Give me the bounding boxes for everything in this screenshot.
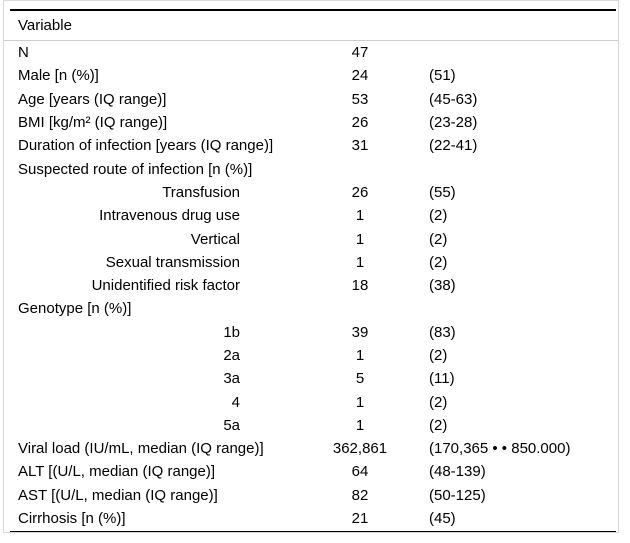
row-count-value: 362,861 xyxy=(332,440,388,458)
row-label: AST [(U/L, median (IQ range)] xyxy=(18,486,218,504)
row-percent-value: (48-139) xyxy=(429,463,486,481)
row-percent-value: (23-28) xyxy=(429,114,478,132)
row-label: Genotype [n (%)] xyxy=(18,300,132,318)
row-percent-value: (45-63) xyxy=(429,90,478,108)
row-count-value: 31 xyxy=(351,137,369,155)
table-row: Vertical 1 (2) xyxy=(4,227,618,250)
row-percent-value: (2) xyxy=(429,347,448,364)
row-percent-value: (2) xyxy=(429,393,448,411)
table-row: 1b 39 (83) xyxy=(4,321,618,344)
row-percent-value: (55) xyxy=(429,183,456,201)
row-count-value: 24 xyxy=(351,67,369,85)
table-header-variable: Variable xyxy=(18,17,72,34)
row-count-value: 1 xyxy=(355,416,365,434)
table-row: BMI [kg/m² (IQ range)] 26 (23-28) xyxy=(4,111,618,134)
table-row: Genotype [n (%)] xyxy=(4,297,618,320)
row-label: 2a xyxy=(223,347,240,364)
row-count-value: 39 xyxy=(351,323,369,341)
row-percent-value: (2) xyxy=(429,230,448,248)
row-label: Vertical xyxy=(190,230,240,248)
row-percent-value: (22-41) xyxy=(429,137,478,155)
row-label: Unidentified risk factor xyxy=(91,277,240,295)
row-label: Intravenous drug use xyxy=(99,207,240,225)
row-label: Viral load (IU/mL, median (IQ range)] xyxy=(18,440,264,458)
table-row: 5a 1 (2) xyxy=(4,414,618,437)
row-label: Age [years (IQ range)] xyxy=(18,90,167,108)
table-frame: Variable N 47 Male [n (%)] 24 (51) Age [years… xyxy=(3,0,619,533)
row-percent-value: (50-125) xyxy=(429,486,486,504)
row-count-value: 18 xyxy=(351,277,369,295)
row-label: Male [n (%)] xyxy=(18,67,99,85)
row-percent-value: (83) xyxy=(429,323,456,341)
row-count-value: 53 xyxy=(351,90,369,108)
row-count-value: 1 xyxy=(355,347,365,364)
table-row: Transfusion 26 (55) xyxy=(4,181,618,204)
row-count-value: 82 xyxy=(351,486,369,504)
row-count-value: 1 xyxy=(355,207,365,225)
table-top-rule xyxy=(10,9,616,11)
table-bottom-rule xyxy=(10,531,616,532)
row-count-value: 26 xyxy=(351,183,369,201)
table-row: Male [n (%)] 24 (51) xyxy=(4,64,618,87)
table-row: 2a 1 (2) xyxy=(4,344,618,367)
row-count-value: 1 xyxy=(355,393,365,411)
row-percent-value: (2) xyxy=(429,416,448,434)
table-header-row: Variable xyxy=(4,11,618,40)
row-label: Transfusion xyxy=(162,183,240,201)
row-label: N xyxy=(18,44,29,62)
row-percent-value: (170,365 • • 850.000) xyxy=(429,440,571,458)
row-label: Duration of infection [years (IQ range)] xyxy=(18,137,274,155)
table-row: Sexual transmission 1 (2) xyxy=(4,251,618,274)
row-count-value: 26 xyxy=(351,114,369,132)
table-row: Intravenous drug use 1 (2) xyxy=(4,204,618,227)
row-count-value: 64 xyxy=(351,463,369,481)
table-row: Suspected route of infection [n (%)] xyxy=(4,157,618,180)
table-header-rule xyxy=(4,40,618,41)
row-label: Cirrhosis [n (%)] xyxy=(18,510,126,528)
table-row: ALT [(U/L, median (IQ range)] 64 (48-139) xyxy=(4,460,618,483)
row-label: BMI [kg/m² (IQ range)] xyxy=(18,114,168,132)
row-label: 4 xyxy=(231,393,240,411)
row-count-value: 47 xyxy=(351,44,369,62)
row-percent-value: (2) xyxy=(429,207,448,225)
row-label: Suspected route of infection [n (%)] xyxy=(18,160,253,178)
table-row: 3a 5 (11) xyxy=(4,367,618,390)
row-percent-value: (2) xyxy=(429,253,448,271)
table-body: N 47 Male [n (%)] 24 (51) Age [years (IQ rang… xyxy=(4,41,618,530)
row-count-value: 21 xyxy=(351,510,369,528)
row-label: 1b xyxy=(223,323,240,341)
row-count-value: 5 xyxy=(355,370,365,388)
row-percent-value: (11) xyxy=(429,370,455,388)
table-row: N 47 xyxy=(4,41,618,64)
table-row: Cirrhosis [n (%)] 21 (45) xyxy=(4,507,618,530)
row-percent-value: (51) xyxy=(429,67,456,85)
row-label: ALT [(U/L, median (IQ range)] xyxy=(18,463,216,481)
row-count-value: 1 xyxy=(355,230,365,248)
table-row: Viral load (IU/mL, median (IQ range)] 362… xyxy=(4,437,618,460)
row-label: 3a xyxy=(223,370,240,388)
table-row: Unidentified risk factor 18 (38) xyxy=(4,274,618,297)
row-label: Sexual transmission xyxy=(105,253,240,271)
table-row: AST [(U/L, median (IQ range)] 82 (50-125) xyxy=(4,484,618,507)
table-row: Duration of infection [years (IQ range)]… xyxy=(4,134,618,157)
row-percent-value: (45) xyxy=(429,510,456,528)
row-count-value: 1 xyxy=(355,253,365,271)
row-percent-value: (38) xyxy=(429,277,456,295)
row-label: 5a xyxy=(223,416,240,434)
table-row: Age [years (IQ range)] 53 (45-63) xyxy=(4,88,618,111)
table-row: 4 1 (2) xyxy=(4,390,618,413)
